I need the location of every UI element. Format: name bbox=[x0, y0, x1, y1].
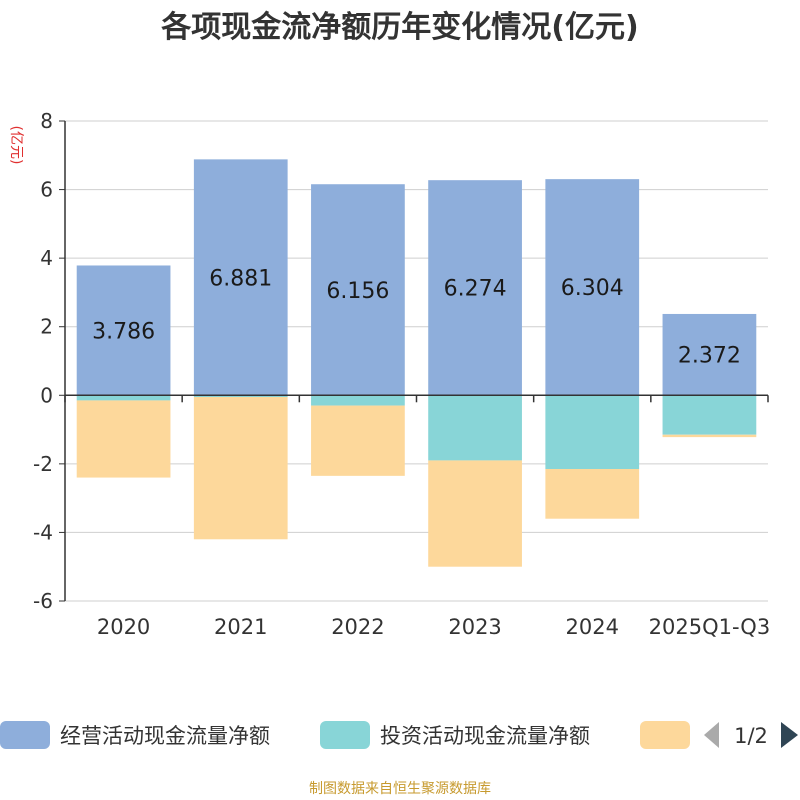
y-axis-unit-label: (亿元) bbox=[8, 126, 24, 165]
x-tick-label: 2022 bbox=[331, 615, 384, 639]
bar-2023-series-2 bbox=[428, 395, 522, 461]
legend-label-2[interactable]: 投资活动现金流量净额 bbox=[380, 724, 590, 748]
bar-2024-series-3 bbox=[545, 469, 640, 519]
chart-title: 各项现金流净额历年变化情况(亿元) bbox=[161, 10, 639, 45]
legend-label-1[interactable]: 经营活动现金流量净额 bbox=[60, 724, 270, 748]
y-tick-label: -4 bbox=[33, 520, 53, 544]
bars bbox=[76, 159, 757, 567]
bar-2021-series-2 bbox=[193, 395, 288, 397]
y-tick-label: 4 bbox=[40, 246, 53, 270]
legend-swatch-2[interactable] bbox=[320, 721, 370, 749]
y-tick-label: -6 bbox=[33, 589, 53, 613]
bar-2021-series-1 bbox=[193, 159, 288, 396]
bar-2020-series-2 bbox=[76, 395, 171, 401]
legend-page-indicator: 1/2 bbox=[734, 724, 768, 748]
bar-2024-series-2 bbox=[545, 395, 640, 469]
data-label-2022: 6.156 bbox=[326, 279, 389, 304]
bar-2022-series-3 bbox=[311, 405, 405, 476]
axes: -6 -4 -2 0 2 4 6 8 2020 2021 2022 2023 2024 2025Q1-Q3 bbox=[33, 109, 770, 639]
data-label-2020: 3.786 bbox=[92, 319, 155, 344]
bar-2023-series-1 bbox=[428, 180, 522, 396]
bar-2021-series-3 bbox=[193, 397, 288, 540]
bar-2022-series-2 bbox=[311, 395, 405, 406]
data-label-2024: 6.304 bbox=[561, 276, 624, 301]
legend-swatch-1[interactable] bbox=[0, 721, 50, 749]
bar-2022-series-1 bbox=[311, 184, 405, 396]
y-tick-label: -2 bbox=[33, 452, 53, 476]
bar-2024-series-1 bbox=[545, 179, 640, 396]
data-label-2023: 6.274 bbox=[444, 277, 507, 302]
x-tick-label: 2024 bbox=[566, 615, 619, 639]
bar-2025Q1-Q3-series-3 bbox=[662, 434, 757, 438]
data-label-2025Q1-Q3: 2.372 bbox=[678, 344, 741, 369]
data-labels: 3.786 6.881 6.156 6.274 6.304 2.372 bbox=[92, 266, 741, 368]
legend-prev-page-icon[interactable] bbox=[704, 722, 719, 748]
source-note: 制图数据来自恒生聚源数据库 bbox=[309, 781, 491, 797]
y-tick-label: 0 bbox=[40, 383, 53, 407]
y-tick-label: 2 bbox=[40, 315, 53, 339]
y-tick-label: 6 bbox=[40, 178, 53, 202]
legend: 经营活动现金流量净额 投资活动现金流量净额 1/2 bbox=[0, 721, 798, 749]
y-tick-label: 8 bbox=[40, 109, 53, 133]
bar-2020-series-3 bbox=[76, 400, 171, 478]
bar-2025Q1-Q3-series-2 bbox=[662, 395, 757, 435]
data-label-2021: 6.881 bbox=[209, 266, 272, 291]
bar-2025Q1-Q3-series-1 bbox=[662, 313, 757, 396]
x-tick-label: 2021 bbox=[214, 615, 267, 639]
bar-2020-series-1 bbox=[76, 265, 171, 396]
x-tick-label: 2023 bbox=[448, 615, 501, 639]
bar-2023-series-3 bbox=[428, 460, 522, 567]
legend-swatch-3[interactable] bbox=[640, 721, 690, 749]
legend-next-page-icon[interactable] bbox=[781, 722, 798, 748]
x-tick-label: 2020 bbox=[97, 615, 150, 639]
x-tick-label: 2025Q1-Q3 bbox=[649, 615, 771, 639]
